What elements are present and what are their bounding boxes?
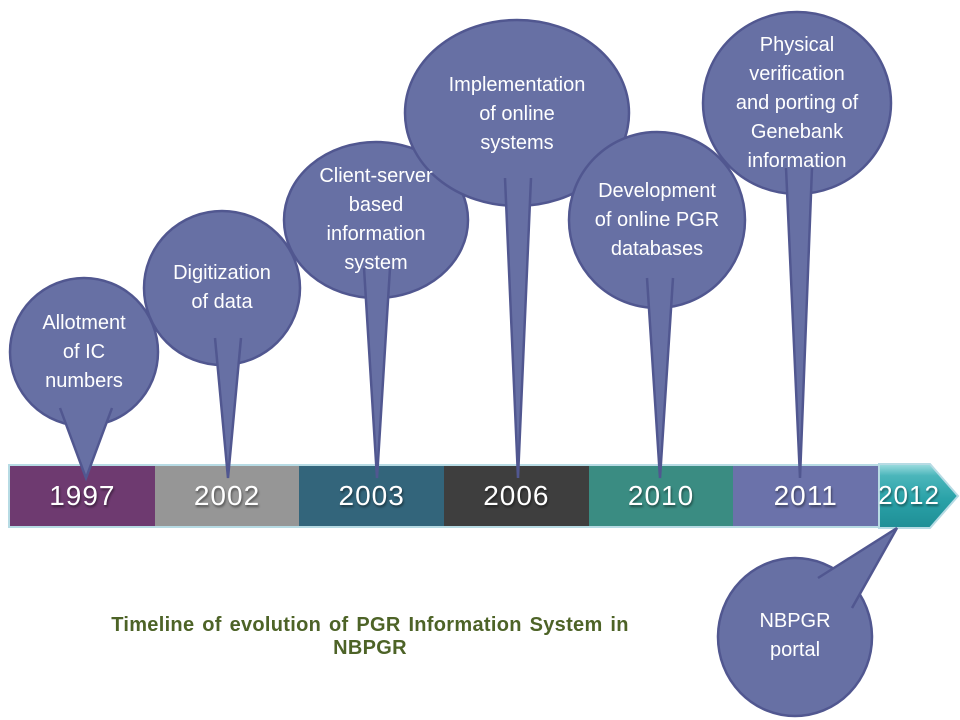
bubble-line: based [348, 194, 404, 216]
bubble-line: system [344, 252, 408, 274]
timeline-arrow-2012 [878, 461, 960, 536]
bubble-label-2011: Physical verification and porting of Gen… [722, 29, 872, 177]
bubble-label-2003: Client-server based information system [301, 160, 451, 280]
bubble-label-2002: Digitization of data [147, 258, 297, 318]
bubble-line: and porting of [735, 91, 859, 114]
bubble-line: of IC [62, 340, 106, 363]
bubble-2002 [142, 209, 302, 479]
bubble-line: Development [598, 179, 716, 202]
bubble-line: Implementation [448, 73, 586, 96]
bubble-line: databases [610, 237, 704, 260]
timeline-segment-2010: 2010 [588, 466, 734, 526]
diagram-caption: Timeline of evolution of PGR Information… [111, 614, 629, 659]
bubble-line: verification [749, 62, 845, 85]
year-label: 1997 [49, 480, 116, 511]
timeline-segment-2012: 2012 [878, 464, 940, 526]
bubble-label-1997: Allotment of IC numbers [19, 306, 149, 398]
timeline-segment-1997: 1997 [10, 466, 155, 526]
bubble-line: numbers [45, 369, 123, 392]
timeline-segment-2011: 2011 [733, 466, 879, 526]
bubble-label-2010: Development of online PGR databases [577, 174, 737, 266]
timeline-segment-2003: 2003 [299, 466, 445, 526]
bubble-label-2006: Implementation of online systems [432, 68, 602, 160]
bubble-line: Client-server [319, 165, 433, 187]
year-label: 2010 [627, 480, 695, 511]
year-label: 2003 [338, 480, 405, 511]
bubble-line: Allotment [42, 311, 126, 334]
bubble-line: information [326, 223, 426, 245]
arrow-shape [878, 463, 960, 529]
bubble-line: systems [480, 131, 554, 154]
bubble-line: information [747, 149, 847, 172]
bubble-line: NBPGR [759, 610, 831, 632]
year-label: 2012 [878, 479, 940, 510]
timeline-bar: 1997 2002 2003 2006 2010 2011 [8, 464, 880, 528]
bubble-line: Genebank [750, 120, 844, 143]
timeline-segment-2006: 2006 [444, 466, 589, 526]
timeline-segment-2002: 2002 [154, 466, 300, 526]
bubble-line: Physical [759, 33, 835, 56]
year-label: 2002 [193, 480, 261, 511]
bubble-line: portal [769, 639, 821, 661]
bubble-line: Digitization [173, 262, 271, 284]
bubble-line: of online [479, 102, 555, 125]
bubble-line: of data [191, 291, 253, 313]
bubble-label-2012-portal: NBPGR portal [735, 606, 855, 666]
year-label: 2011 [773, 480, 838, 511]
year-label: 2006 [483, 480, 550, 511]
bubble-line: of online PGR [594, 208, 720, 231]
